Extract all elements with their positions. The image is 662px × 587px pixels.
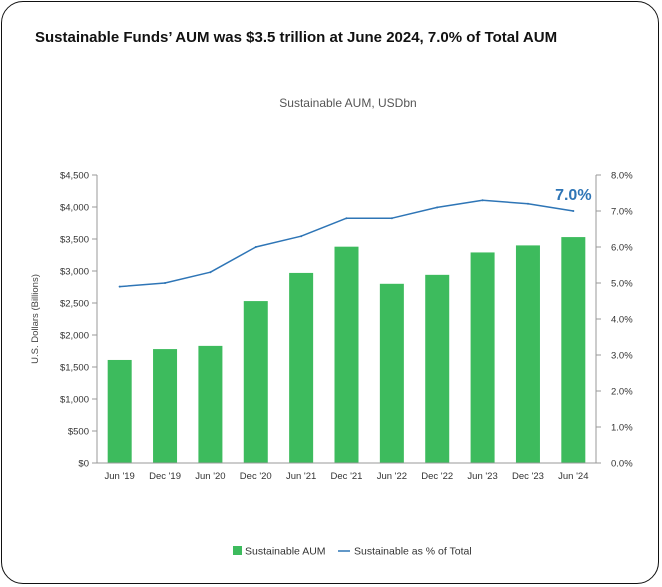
right-tick-label: 2.0% [611, 387, 633, 398]
x-tick-label: Dec '20 [240, 471, 272, 482]
bar [470, 252, 495, 463]
left-tick-label: $4,000 [60, 203, 89, 214]
bar [243, 301, 268, 463]
right-tick-label: 8.0% [611, 171, 633, 182]
pct-point [118, 285, 121, 288]
x-tick-label: Jun '22 [377, 471, 407, 482]
left-tick-label: $3,500 [60, 235, 89, 246]
bar [107, 359, 132, 463]
pct-point [254, 246, 257, 248]
bar [379, 283, 404, 463]
x-tick-label: Dec '22 [421, 471, 453, 482]
bar [289, 272, 314, 463]
right-tick-label: 5.0% [611, 279, 633, 290]
x-tick-label: Jun '21 [286, 471, 316, 482]
left-tick-label: $2,000 [60, 331, 89, 342]
x-tick-label: Jun '23 [467, 471, 497, 482]
left-tick-label: $4,500 [60, 171, 89, 182]
right-tick-label: 0.0% [611, 459, 633, 470]
legend-swatch-bar [233, 546, 242, 555]
x-tick-label: Dec '23 [512, 471, 544, 482]
pct-point [390, 217, 393, 220]
right-tick-label: 3.0% [611, 351, 633, 362]
bar [561, 237, 586, 463]
pct-point [209, 271, 212, 274]
legend-label-bar: Sustainable AUM [245, 546, 326, 558]
bar [334, 246, 359, 463]
right-tick-label: 4.0% [611, 315, 633, 326]
pct-point [436, 206, 439, 209]
x-tick-label: Jun '19 [105, 471, 135, 482]
pct-point [481, 199, 484, 202]
left-tick-label: $1,000 [60, 395, 89, 406]
left-tick-label: $0 [78, 459, 89, 470]
left-tick-label: $1,500 [60, 363, 89, 374]
right-axis: 0.0% 1.0% 2.0% 3.0% 4.0% 5.0% 6.0% 7.0% 8.0% [595, 171, 633, 470]
bar [198, 345, 223, 463]
latest-value-annotation: 7.0% [555, 187, 591, 204]
bar [153, 349, 178, 463]
pct-point [164, 282, 167, 284]
pct-point [526, 202, 529, 205]
bars [107, 237, 586, 463]
pct-point [345, 217, 348, 220]
x-tick-label: Dec '19 [149, 471, 181, 482]
x-tick-label: Jun '20 [195, 471, 225, 482]
right-tick-label: 6.0% [611, 243, 633, 254]
left-tick-label: $3,000 [60, 267, 89, 278]
chart-title: Sustainable AUM, USDbn [279, 96, 416, 110]
left-axis: $0 $500 $1,000 $1,500 $2,000 $2,500 $3,000 $3,5… [60, 171, 98, 470]
legend: Sustainable AUM Sustainable as % of Total [233, 546, 472, 558]
x-tick-label: Dec '21 [331, 471, 363, 482]
headline: Sustainable Funds’ AUM was $3.5 trillion… [35, 29, 558, 46]
left-tick-label: $500 [68, 427, 89, 438]
left-tick-label: $2,500 [60, 299, 89, 310]
line-layer: 7.0% [118, 187, 592, 288]
right-tick-label: 1.0% [611, 423, 633, 434]
right-tick-label: 7.0% [611, 207, 633, 218]
pct-point [572, 210, 575, 212]
bar [425, 274, 450, 463]
x-axis: Jun '19 Dec '19 Jun '20 Dec '20 Jun '21 Dec '… [97, 462, 596, 482]
y-axis-label: U.S. Dollars (Billions) [30, 274, 41, 364]
x-tick-label: Jun '24 [558, 471, 588, 482]
pct-point [300, 235, 303, 238]
bar [515, 245, 540, 463]
legend-label-line: Sustainable as % of Total [354, 546, 472, 558]
